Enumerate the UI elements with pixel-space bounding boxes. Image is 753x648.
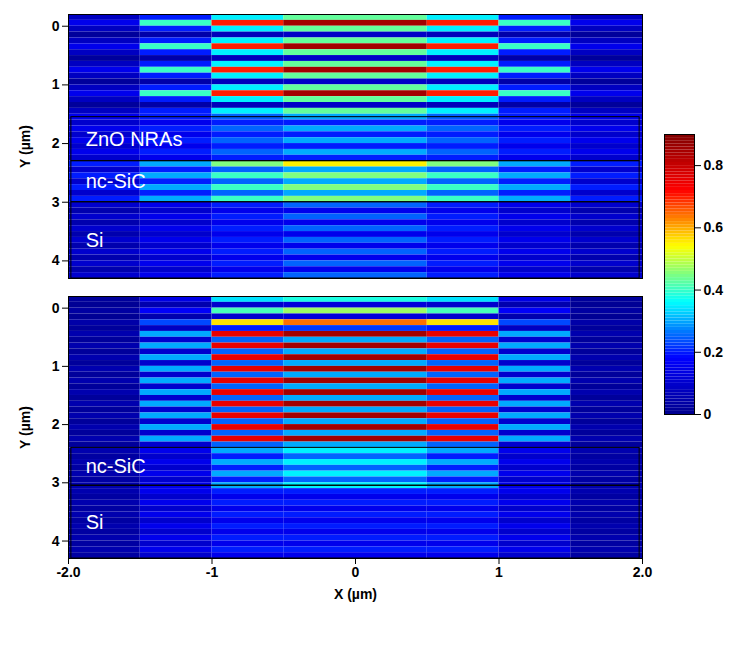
svg-text:1: 1 bbox=[495, 564, 503, 580]
svg-text:0: 0 bbox=[352, 564, 360, 580]
svg-text:X (µm): X (µm) bbox=[334, 586, 377, 602]
svg-text:2.0: 2.0 bbox=[633, 564, 653, 580]
svg-text:2: 2 bbox=[52, 416, 60, 432]
svg-text:0.8: 0.8 bbox=[704, 157, 724, 173]
svg-text:2: 2 bbox=[52, 135, 60, 151]
svg-text:0.4: 0.4 bbox=[704, 282, 724, 298]
svg-text:3: 3 bbox=[52, 194, 60, 210]
svg-text:0: 0 bbox=[704, 406, 712, 422]
svg-text:4: 4 bbox=[52, 252, 60, 268]
svg-text:Si: Si bbox=[86, 511, 104, 533]
svg-text:0: 0 bbox=[52, 300, 60, 316]
svg-text:nc-SiC: nc-SiC bbox=[86, 170, 146, 192]
svg-text:0.2: 0.2 bbox=[704, 344, 724, 360]
svg-text:-2.0: -2.0 bbox=[56, 564, 80, 580]
svg-text:3: 3 bbox=[52, 474, 60, 490]
svg-text:-1: -1 bbox=[206, 564, 219, 580]
svg-text:Y (µm): Y (µm) bbox=[17, 125, 33, 168]
svg-text:ZnO NRAs: ZnO NRAs bbox=[86, 128, 183, 150]
svg-text:Y (µm): Y (µm) bbox=[17, 406, 33, 449]
svg-text:nc-SiC: nc-SiC bbox=[86, 455, 146, 477]
svg-text:Si: Si bbox=[86, 229, 104, 251]
svg-text:4: 4 bbox=[52, 533, 60, 549]
svg-text:1: 1 bbox=[52, 358, 60, 374]
svg-text:0: 0 bbox=[52, 18, 60, 34]
svg-text:1: 1 bbox=[52, 76, 60, 92]
svg-text:0.6: 0.6 bbox=[704, 219, 724, 235]
